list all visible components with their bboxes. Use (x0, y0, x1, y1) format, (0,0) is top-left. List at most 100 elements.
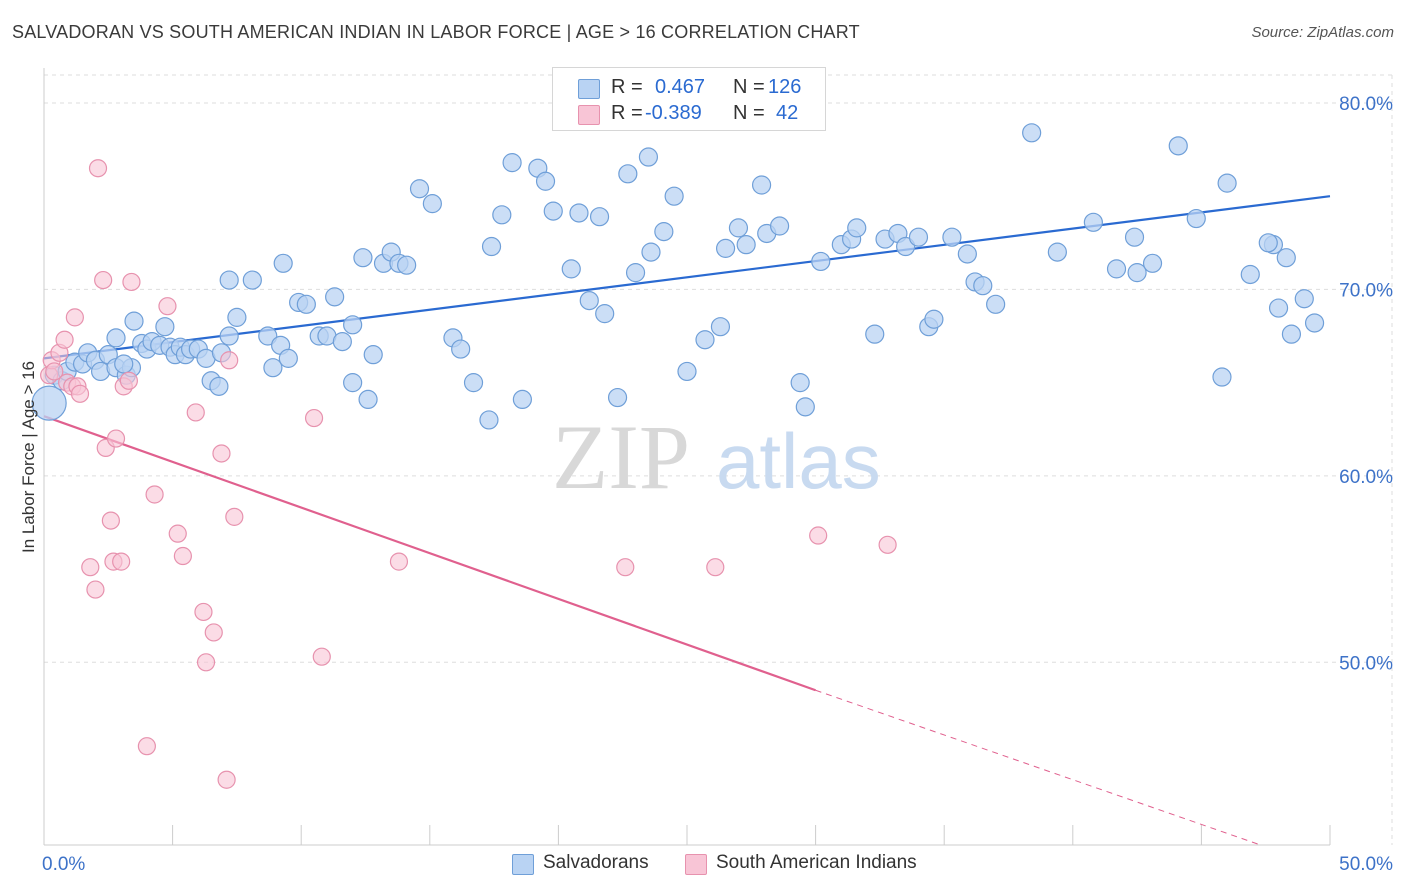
salvadoran-point (325, 287, 345, 307)
salvadoran-point (451, 339, 471, 359)
salvadoran-point (1276, 248, 1296, 268)
axes (43, 68, 1331, 846)
salvadoran-point (751, 175, 772, 195)
salvadoran-point (1168, 136, 1188, 156)
legend-n-value: 126 (768, 76, 802, 98)
x-tick-label: 50.0% (1339, 854, 1393, 875)
south-american-indian-point (70, 384, 90, 403)
salvadoran-point (296, 294, 316, 314)
south-american-indian-point (196, 653, 216, 672)
salvadoran-point (273, 253, 293, 273)
bottom-legend-salvadorans: Salvadorans (512, 852, 672, 876)
salvadoran-point (569, 203, 589, 223)
salvadorans-points (31, 123, 1325, 430)
salvadoran-point (579, 290, 599, 311)
salvadoran-point (1268, 298, 1289, 318)
salvadoran-point (1022, 123, 1042, 143)
salvadoran-point (638, 147, 659, 167)
salvadoran-point (589, 207, 610, 227)
south-american-indian-point (173, 546, 192, 566)
salvadoran-point (728, 218, 749, 238)
salvadoran-point (865, 324, 885, 344)
legend-swatch-blue (578, 79, 600, 99)
legend-r-value: 0.467 (655, 76, 706, 98)
salvadoran-point (263, 358, 283, 378)
south-american-indian-point (101, 511, 120, 530)
salvadoran-point (1127, 263, 1147, 283)
legend-r-label: R = (611, 76, 643, 98)
south-american-indian-point (809, 526, 828, 545)
south-american-indian-point (204, 623, 223, 642)
south-american-indian-point (706, 558, 725, 577)
salvadoran-point (397, 255, 417, 275)
south-american-indian-point (94, 270, 113, 290)
legend-row-south-american-indians: R = -0.389 N = 42 (553, 102, 823, 128)
salvadoran-point (618, 164, 638, 184)
y-tick-label: 50.0% (1339, 653, 1393, 674)
salvadoran-point (811, 251, 831, 272)
legend-n-value: 42 (776, 102, 799, 124)
south-american-indian-point (119, 371, 138, 390)
salvadoran-point (502, 153, 522, 173)
salvadoran-point (209, 376, 229, 396)
salvadoran-point (463, 373, 484, 393)
salvadoran-point (664, 186, 684, 206)
salvadoran-point (409, 179, 430, 199)
south-american-indian-point (389, 552, 409, 571)
salvadoran-point (343, 373, 363, 393)
salvadoran-point (258, 326, 278, 346)
salvadoran-point (973, 276, 993, 296)
salvadoran-point (790, 373, 810, 393)
salvadoran-point (332, 332, 352, 352)
salvadoran-point (512, 389, 532, 410)
salvadoran-point (625, 263, 646, 283)
salvadoran-point (278, 348, 298, 368)
salvadoran-point (986, 294, 1006, 314)
source-label: Source: ZipAtlas.com (1251, 24, 1394, 41)
salvadorans-trend-line (43, 195, 1331, 360)
south-american-indian-point (194, 602, 213, 622)
salvadoran-point (695, 330, 715, 350)
salvadoran-point (1124, 227, 1145, 247)
salvadoran-point (358, 389, 378, 410)
salvadoran-point (1217, 173, 1237, 193)
salvadoran-point (363, 345, 383, 365)
salvadoran-point (957, 244, 977, 264)
salvadoran-point (1240, 264, 1260, 285)
watermark-zip: ZIP (552, 406, 690, 508)
south-american-indian-point (225, 507, 244, 526)
south-american-indian-point (65, 308, 84, 327)
salvadoran-point (1258, 233, 1278, 253)
south-american-indian-point (212, 444, 231, 463)
salvadoran-point (492, 205, 512, 225)
salvadoran-point (1304, 313, 1325, 333)
y-axis-label: In Labor Force | Age > 16 (19, 361, 38, 553)
south-american-indian-point (145, 485, 164, 504)
salvadoran-point (422, 194, 442, 214)
south-american-indian-point (112, 552, 131, 571)
south-american-indian-point (304, 408, 324, 428)
salvadoran-point (1294, 289, 1314, 309)
salvadoran-point (736, 235, 756, 255)
salvadoran-point (124, 311, 144, 331)
salvadoran-point (908, 227, 929, 247)
salvadoran-point (654, 222, 674, 242)
salvadoran-point (924, 309, 944, 329)
south-american-indian-point (217, 770, 236, 789)
salvadoran-point (535, 171, 556, 191)
salvadoran-point (481, 236, 502, 257)
legend-r-value: -0.389 (645, 102, 702, 124)
legend-row-salvadorans: R = 0.467 N = 126 (553, 76, 823, 102)
x-tick-label: 0.0% (42, 854, 85, 875)
salvadoran-point (607, 387, 628, 408)
south-american-indian-point (55, 330, 74, 349)
watermark-atlas: atlas (716, 417, 881, 505)
salvadoran-point (710, 317, 731, 337)
salvadoran-point (561, 259, 581, 279)
salvadoran-point (896, 236, 916, 257)
bottom-legend-label: Salvadorans (543, 852, 649, 873)
salvadoran-point (353, 248, 373, 268)
salvadoran-point (227, 307, 247, 327)
salvadoran-point (641, 242, 661, 262)
salvadoran-point (543, 201, 563, 221)
